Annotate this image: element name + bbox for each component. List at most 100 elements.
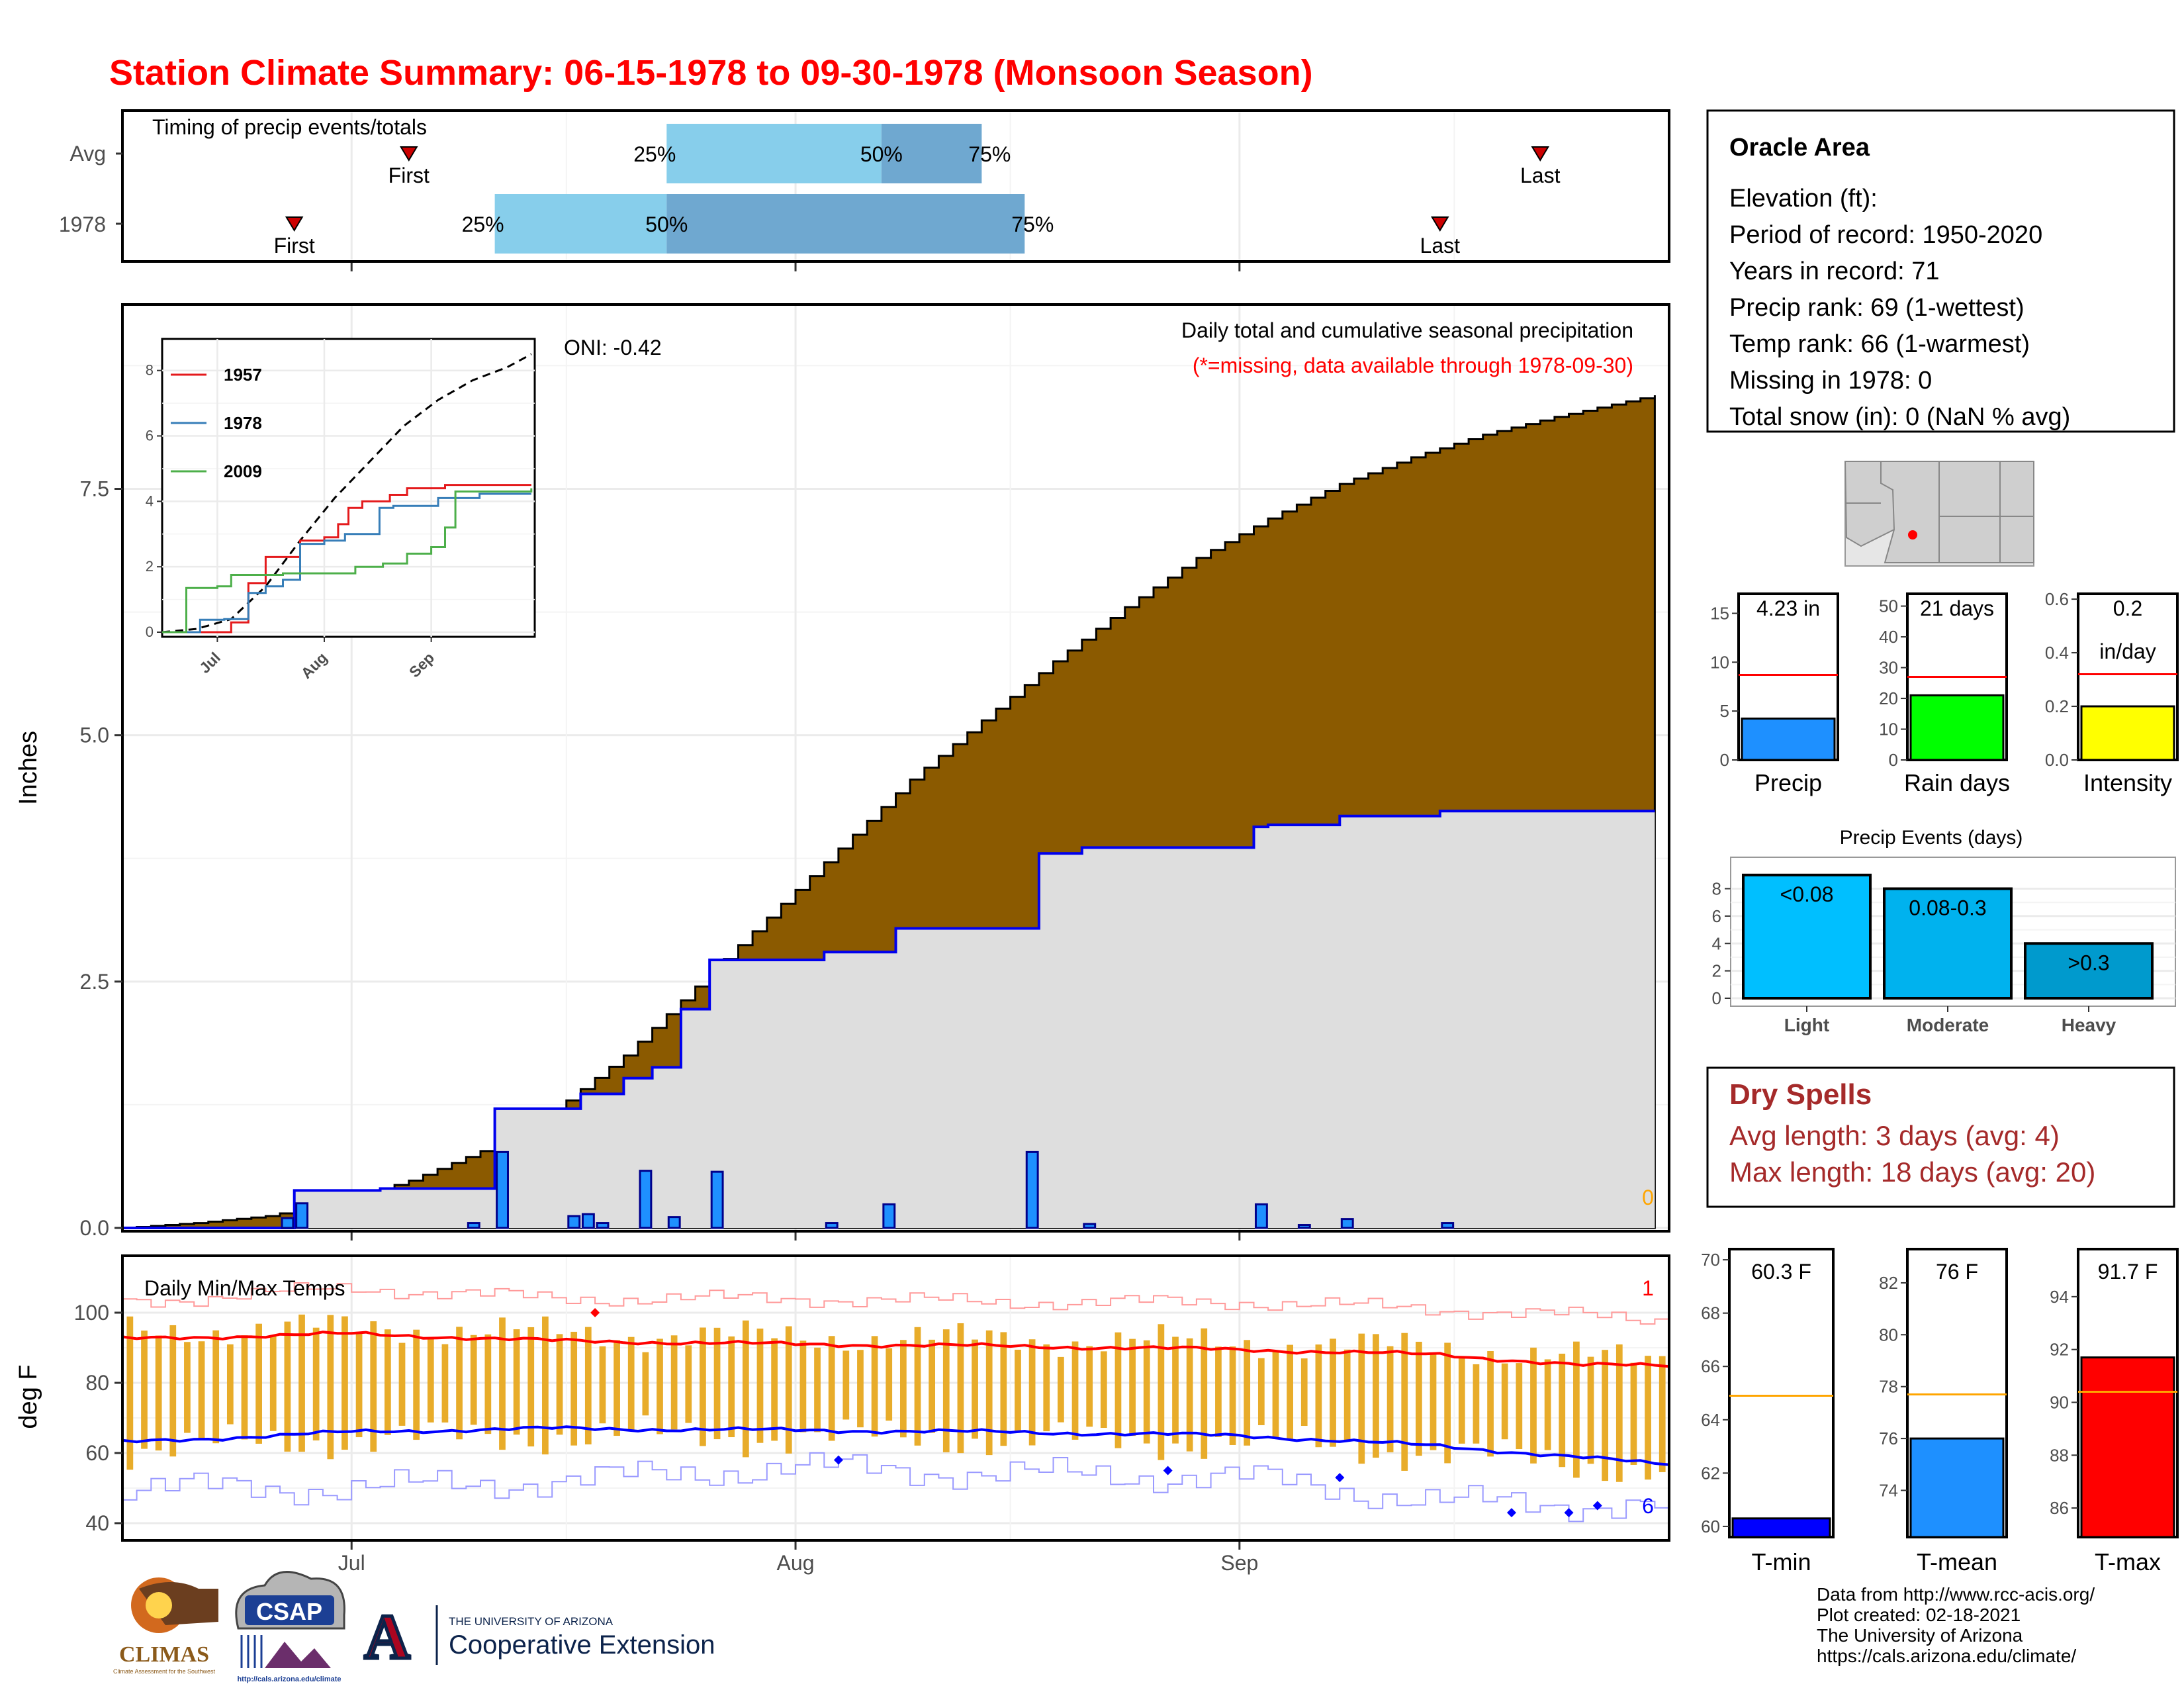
timing-panel-label: Timing of precip events/totals (152, 115, 427, 139)
daily-temp-bar (929, 1339, 936, 1433)
daily-temp-bar (670, 1335, 678, 1430)
temp-y-axis: 40 60 80 100 (74, 1301, 122, 1535)
daily-precip-bar (1340, 1218, 1354, 1229)
daily-temp-bar (1587, 1356, 1594, 1464)
timing-box-lower (666, 124, 882, 183)
daily-temp-bar (1300, 1358, 1308, 1427)
daily-temp-bar (1158, 1324, 1165, 1460)
precip-events-category: Moderate (1907, 1015, 1989, 1035)
inset-average-line (161, 353, 532, 633)
mini-bar-label: Rain days (1904, 769, 2010, 796)
mini-bar-y-tick-label: 0 (1889, 750, 1898, 770)
daily-temp-bar (1473, 1364, 1480, 1444)
first-event-marker (400, 146, 418, 162)
map-state-outline (1844, 461, 2034, 563)
daily-temp-bar (1358, 1333, 1365, 1464)
csap-url: http://cals.arizona.edu/climate (237, 1675, 341, 1683)
temp-panel-background (122, 1256, 1669, 1540)
temp-bar-y-tick-label: 90 (2050, 1392, 2069, 1412)
ua-block-a: A (364, 1601, 410, 1672)
ua-block-a-bg (361, 1601, 414, 1660)
temp-bar-charts: 60.3 F 60 62 64 66 68 70 T-min 76 F 74 76 78 80 82 T-m… (1701, 1248, 2179, 1575)
ua-name: THE UNIVERSITY OF ARIZONA (449, 1615, 614, 1628)
precip-events-bar-label: <0.08 (1780, 882, 1834, 906)
record-max-line (122, 1282, 1669, 1325)
daily-precip-bar (710, 1170, 724, 1229)
daily-temp-bar (527, 1327, 535, 1447)
mini-bar-label: Precip (1754, 769, 1822, 796)
daily-temp-bar (1330, 1338, 1336, 1447)
inset-legend: 1957 1978 2009 (171, 365, 262, 481)
daily-temp-bar (384, 1329, 391, 1435)
daily-temp-bar (1530, 1347, 1537, 1464)
precip-caption-1: Daily total and cumulative seasonal prec… (1181, 318, 1633, 342)
precip-events-bar-label: 0.08-0.3 (1909, 896, 1986, 920)
mini-bar-y-tick-label: 5 (1720, 701, 1729, 721)
missing-count: 0 (1642, 1186, 1654, 1209)
temp-content (122, 1282, 1670, 1523)
precip-y-axis: 0.0 2.5 5.0 7.5 (80, 477, 1241, 1241)
temp-bar-label: T-min (1752, 1548, 1811, 1575)
station-info-line: Missing in 1978: 0 (1729, 367, 1932, 395)
climas-wordmark: CLIMAS (119, 1642, 209, 1667)
timing-label-25: 25% (633, 142, 676, 166)
temp-bar-y-tick-label: 74 (1879, 1480, 1898, 1500)
inset-y-tick-label: 6 (146, 428, 154, 444)
cumulative-observed-line (122, 810, 1655, 1229)
last-event-label: Last (1420, 234, 1461, 258)
mini-bar-y-tick-label: 20 (1879, 688, 1898, 708)
temp-bar-value: 60.3 F (1751, 1260, 1811, 1284)
daily-temp-bar (1257, 1358, 1265, 1425)
inset-legend-label: 1957 (224, 365, 262, 385)
daily-temp-bar (1000, 1332, 1007, 1446)
daily-precip-bar (496, 1150, 509, 1229)
daily-temp-bar (1071, 1341, 1079, 1440)
daily-temp-bar (599, 1346, 606, 1424)
timing-box-upper (666, 194, 1025, 254)
daily-temp-bar (1659, 1356, 1666, 1472)
daily-temp-bar (570, 1331, 578, 1446)
ua-cooperative-extension-logo: A THE UNIVERSITY OF ARIZONA Cooperative … (361, 1600, 715, 1674)
daily-temp-bar (886, 1348, 893, 1421)
daily-temp-bar (756, 1329, 764, 1443)
timing-row-label-year: 1978 (59, 212, 106, 236)
record-low-count: 6 (1642, 1494, 1654, 1518)
daily-temp-bar (269, 1335, 277, 1431)
mini-bar-Intensity (2080, 705, 2175, 761)
daily-temp-bar (1573, 1341, 1580, 1478)
record-low-marker (833, 1455, 843, 1465)
dry-spells-avg-length: Avg length: 3 days (avg: 4) (1729, 1120, 2060, 1151)
daily-temp-bar (785, 1326, 792, 1454)
daily-temp-bar (499, 1317, 506, 1450)
temp-y-tick-label: 60 (85, 1441, 109, 1465)
daily-precip-bar (1025, 1150, 1039, 1229)
daily-precip-bar (1297, 1224, 1311, 1229)
temp-bar-label: T-max (2095, 1548, 2161, 1575)
mini-bar-y-tick-label: 10 (1879, 720, 1898, 739)
mini-bar-y-tick-label: 10 (1710, 652, 1729, 672)
temp-y-tick-label: 80 (85, 1371, 109, 1395)
daily-temp-bar (899, 1340, 907, 1438)
daily-temp-bar (1602, 1350, 1609, 1481)
daily-temp-bar (1559, 1353, 1566, 1468)
temp-bar-y-tick-label: 88 (2050, 1445, 2069, 1465)
daily-temp-bar (1315, 1344, 1322, 1448)
precip-y-title: Inches (15, 731, 42, 805)
station-info-frame (1706, 109, 2175, 433)
precip-y-tick-label: 0.0 (80, 1216, 109, 1240)
temp-bar-t-mean (1909, 1437, 2005, 1538)
timing-boxes: 25% 50% 75% First Last 25% 50% 75% First Last (274, 124, 1561, 258)
daily-temp-bar (957, 1323, 964, 1454)
daily-temp-bar (1115, 1332, 1122, 1448)
daily-temp-bar (1373, 1334, 1379, 1458)
daily-temp-bar (212, 1330, 220, 1444)
mini-bar-y-tick-label: 0.2 (2045, 696, 2069, 716)
daily-temp-bar (484, 1334, 492, 1434)
timing-label-50: 50% (645, 212, 688, 236)
temp-bar-t-max (2080, 1356, 2175, 1538)
station-info-box: Oracle Area Elevation (ft): Period of re… (1706, 109, 2175, 433)
mini-bar-charts: 4.23 in 0 5 10 15 Precip 21 days 0 10 20 30 40 50 Rai… (1710, 589, 2179, 796)
temp-bar-y-tick-label: 60 (1701, 1517, 1720, 1536)
mini-bar-y-tick-label: 50 (1879, 596, 1898, 616)
